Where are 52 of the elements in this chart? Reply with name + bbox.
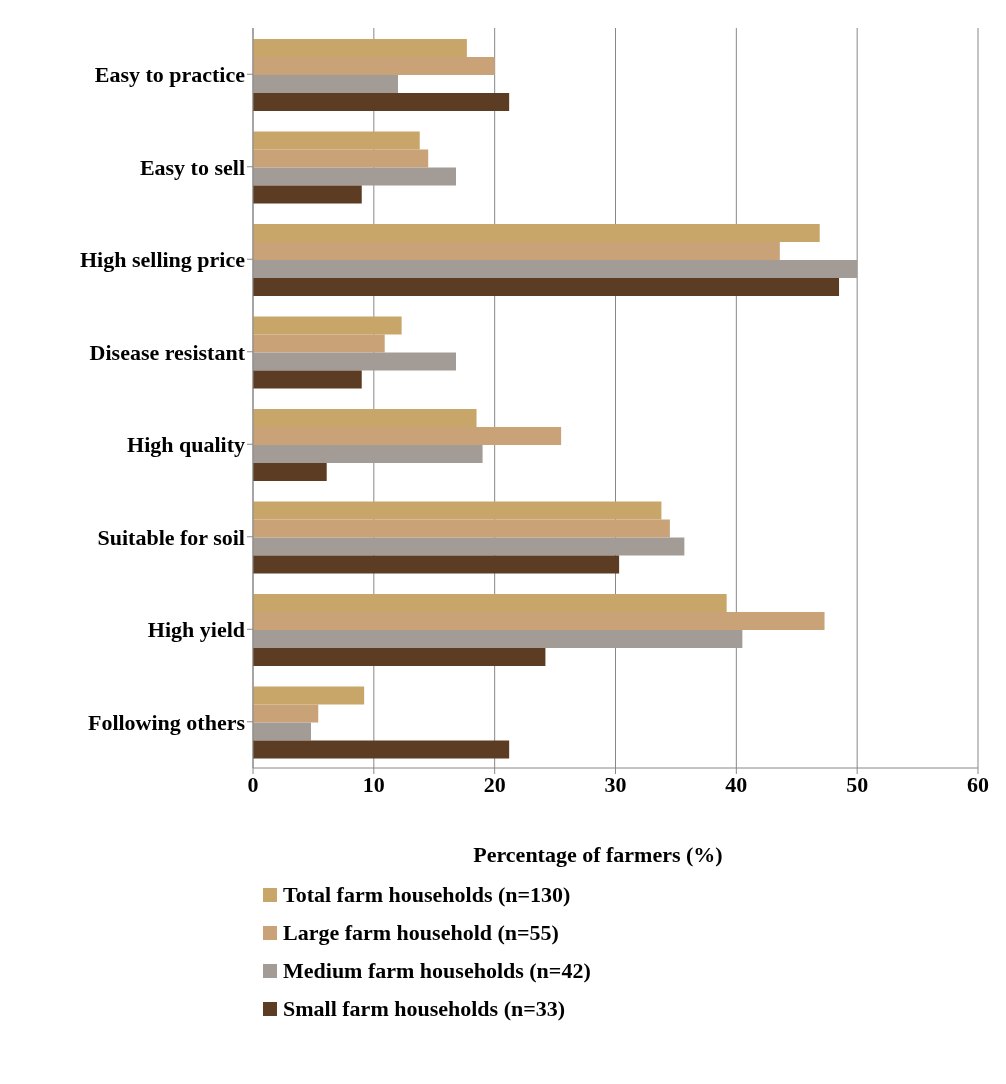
bar [253,93,510,112]
x-tick-label: 40 [725,771,748,797]
bar [253,686,365,705]
bar [253,224,820,243]
bar [253,537,685,556]
y-tick-label: High quality [127,432,245,458]
bar [253,39,467,58]
legend-label: Total farm households (n=130) [283,882,571,908]
y-tick-label: Easy to sell [139,154,245,180]
bar [253,278,840,297]
legend-label: Medium farm households (n=42) [283,958,591,984]
bar [253,334,385,353]
x-tick-label: 10 [362,771,385,797]
bar [253,740,510,759]
bar [253,704,319,723]
bar [253,370,362,389]
bar [253,463,327,482]
bar [253,594,727,613]
bar [253,409,477,428]
x-axis-title: Percentage of farmers (%) [472,842,724,868]
x-tick-label: 50 [846,771,869,797]
bar [253,260,858,279]
y-tick-label: Following others [87,709,246,735]
bar [253,630,743,649]
x-tick-label: 0 [247,771,259,797]
bar [253,352,456,371]
x-tick-label: 20 [483,771,506,797]
bar [253,149,429,168]
bar [253,612,825,631]
legend-label: Small farm households (n=33) [283,996,566,1022]
bar [253,167,456,186]
bar [253,501,662,520]
bar [253,75,398,94]
bar [253,316,402,335]
y-tick-label: High selling price [80,247,246,273]
y-tick-label: High yield [147,617,245,643]
bar [253,648,546,667]
y-tick-label: Suitable for soil [97,524,245,550]
x-tick-label: 30 [604,771,627,797]
bar [253,185,362,204]
bar [253,242,780,261]
legend-label: Large farm household (n=55) [283,920,559,946]
bar [253,131,420,150]
bar [253,57,495,76]
y-tick-label: Easy to practice [94,62,246,88]
bar [253,445,483,464]
bar [253,427,562,446]
y-tick-label: Disease resistant [89,339,246,365]
bar [253,722,311,741]
bar [253,519,670,538]
bar [253,555,620,574]
x-tick-label: 60 [967,771,989,797]
